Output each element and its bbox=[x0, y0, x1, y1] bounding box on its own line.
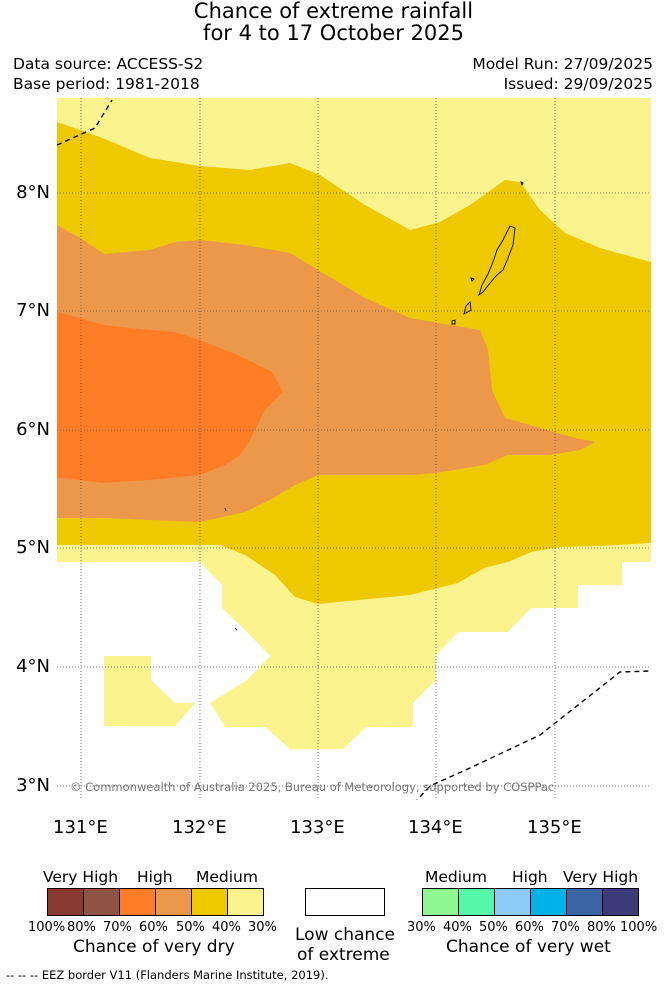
map-title-line2: for 4 to 17 October 2025 bbox=[203, 21, 464, 45]
wet-swatch-80-100 bbox=[603, 889, 638, 915]
lon-label-134e: 134°E bbox=[408, 817, 463, 838]
palau-islet-4 bbox=[470, 277, 475, 282]
dry-swatch-40-50 bbox=[192, 889, 228, 915]
lat-label-5n: 5°N bbox=[16, 537, 50, 558]
reef-islet bbox=[224, 507, 227, 512]
model-run: Model Run: 27/09/2025 bbox=[472, 55, 653, 73]
dry-legend-title: Chance of very dry bbox=[73, 937, 235, 957]
palau-islet-2 bbox=[451, 319, 456, 325]
palau-islet-3 bbox=[520, 181, 524, 187]
wet-pct-50: 50% bbox=[479, 920, 508, 935]
eez-border-note: -- -- -- EEZ border V11 (Flanders Marine… bbox=[6, 968, 329, 982]
eez-border-south bbox=[416, 670, 651, 800]
dry-pct-100: 100% bbox=[28, 920, 66, 935]
dry-swatch-50-60 bbox=[156, 889, 192, 915]
lat-label-7n: 7°N bbox=[16, 300, 50, 321]
dry-pct-80: 80% bbox=[67, 920, 96, 935]
map-gridlines bbox=[57, 98, 651, 800]
lat-label-3n: 3°N bbox=[16, 775, 50, 796]
dry-swatch-70-80 bbox=[84, 889, 120, 915]
tobi-islet bbox=[234, 627, 238, 631]
dry-pct-50: 50% bbox=[176, 920, 205, 935]
lat-label-6n: 6°N bbox=[16, 419, 50, 440]
palau-islet-1 bbox=[463, 301, 472, 315]
eez-border-north bbox=[57, 99, 113, 146]
data-source: Data source: ACCESS-S2 bbox=[13, 55, 204, 73]
wet-pct-80: 80% bbox=[587, 920, 616, 935]
lat-label-4n: 4°N bbox=[16, 656, 50, 677]
dry-colorbar bbox=[47, 888, 264, 916]
dry-pct-30: 30% bbox=[248, 920, 277, 935]
dry-heading-high: High bbox=[137, 868, 173, 886]
low-chance-line2: of extreme bbox=[297, 945, 390, 965]
zone-high-dry-60-70 bbox=[57, 312, 283, 483]
issued-date: Issued: 29/09/2025 bbox=[503, 75, 653, 93]
dry-heading-very-high: Very High bbox=[43, 868, 119, 886]
wet-swatch-70-80 bbox=[567, 889, 603, 915]
wet-heading-medium: Medium bbox=[425, 868, 487, 886]
wet-pct-60: 60% bbox=[515, 920, 544, 935]
map-title-line1: Chance of extreme rainfall bbox=[193, 0, 474, 23]
wet-legend-title: Chance of very wet bbox=[446, 937, 611, 957]
lon-label-133e: 133°E bbox=[290, 817, 345, 838]
wet-swatch-40-50 bbox=[459, 889, 495, 915]
dry-pct-40: 40% bbox=[212, 920, 241, 935]
wet-pct-40: 40% bbox=[443, 920, 472, 935]
lon-label-131e: 131°E bbox=[53, 817, 108, 838]
wet-heading-very-high: Very High bbox=[563, 868, 639, 886]
dry-swatch-60-70 bbox=[120, 889, 156, 915]
low-chance-swatch bbox=[305, 888, 385, 916]
dry-pct-60: 60% bbox=[139, 920, 168, 935]
copyright-notice: © Commonwealth of Australia 2025, Bureau… bbox=[70, 780, 555, 794]
wet-swatch-30-40 bbox=[423, 889, 459, 915]
wet-pct-30: 30% bbox=[407, 920, 436, 935]
lon-label-135e: 135°E bbox=[527, 817, 582, 838]
wet-heading-high: High bbox=[512, 868, 548, 886]
dry-heading-medium: Medium bbox=[196, 868, 258, 886]
dry-pct-70: 70% bbox=[103, 920, 132, 935]
lon-label-132e: 132°E bbox=[172, 817, 227, 838]
dry-swatch-80-100 bbox=[48, 889, 84, 915]
wet-colorbar bbox=[422, 888, 639, 916]
wet-swatch-60-70 bbox=[531, 889, 567, 915]
palau-islands bbox=[478, 225, 516, 297]
base-period: Base period: 1981-2018 bbox=[13, 75, 200, 93]
wet-pct-100: 100% bbox=[620, 920, 658, 935]
rainfall-map bbox=[57, 98, 651, 800]
lat-label-8n: 8°N bbox=[16, 182, 50, 203]
wet-swatch-50-60 bbox=[495, 889, 531, 915]
dry-swatch-30-40 bbox=[228, 889, 263, 915]
wet-pct-70: 70% bbox=[551, 920, 580, 935]
low-chance-line1: Low chance bbox=[295, 925, 395, 945]
